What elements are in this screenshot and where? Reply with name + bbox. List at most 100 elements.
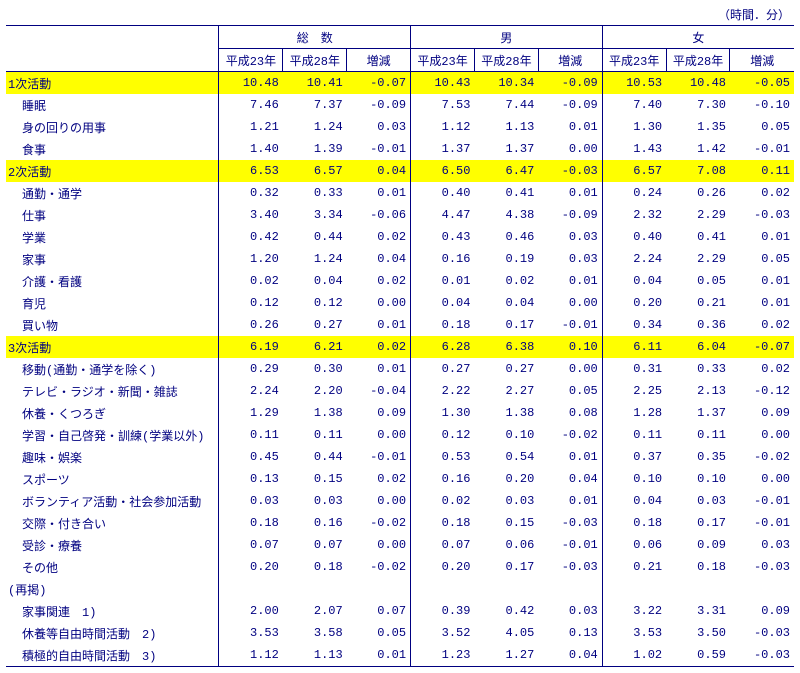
cell-value: 0.05 [538, 380, 602, 402]
cell-value: -0.09 [538, 94, 602, 116]
cell-value: -0.03 [538, 556, 602, 578]
table-row: 受診・療養0.070.070.000.070.06-0.010.060.090.… [6, 534, 794, 556]
cell-value: 0.01 [730, 292, 794, 314]
cell-value: -0.09 [538, 204, 602, 226]
cell-value: 0.00 [730, 424, 794, 446]
header-group-total: 総 数 [219, 26, 411, 49]
cell-value: 0.02 [347, 226, 411, 248]
table-row: 家事関連 1)2.002.070.070.390.420.033.223.310… [6, 600, 794, 622]
cell-value: 0.05 [730, 248, 794, 270]
table-row: (再掲) [6, 578, 794, 600]
cell-value: -0.12 [730, 380, 794, 402]
table-row: 休養・くつろぎ1.291.380.091.301.380.081.281.370… [6, 402, 794, 424]
cell-value: 1.28 [602, 402, 666, 424]
row-label: 休養・くつろぎ [6, 402, 219, 424]
row-label: 家事 [6, 248, 219, 270]
cell-value [538, 578, 602, 600]
cell-value: 0.31 [602, 358, 666, 380]
row-label: 受診・療養 [6, 534, 219, 556]
cell-value: 0.20 [411, 556, 475, 578]
cell-value: 1.37 [666, 402, 730, 424]
cell-value: 0.18 [411, 512, 475, 534]
cell-value: 2.29 [666, 204, 730, 226]
cell-value: 1.37 [474, 138, 538, 160]
cell-value: 0.02 [730, 314, 794, 336]
cell-value: 0.21 [666, 292, 730, 314]
cell-value [474, 578, 538, 600]
cell-value: 0.03 [538, 248, 602, 270]
cell-value: 0.03 [474, 490, 538, 512]
row-label: テレビ・ラジオ・新聞・雑誌 [6, 380, 219, 402]
cell-value: 4.38 [474, 204, 538, 226]
cell-value: 0.01 [538, 182, 602, 204]
cell-value: -0.07 [730, 336, 794, 358]
cell-value: 7.44 [474, 94, 538, 116]
cell-value: 0.59 [666, 644, 730, 667]
cell-value: 0.11 [283, 424, 347, 446]
cell-value: 0.00 [538, 138, 602, 160]
cell-value: 6.47 [474, 160, 538, 182]
table-row: 身の回りの用事1.211.240.031.121.130.011.301.350… [6, 116, 794, 138]
cell-value: 1.24 [283, 248, 347, 270]
cell-value: 0.02 [347, 270, 411, 292]
cell-value: -0.01 [538, 314, 602, 336]
cell-value: 0.07 [411, 534, 475, 556]
cell-value: 2.00 [219, 600, 283, 622]
cell-value: 0.04 [474, 292, 538, 314]
cell-value: 6.04 [666, 336, 730, 358]
cell-value: 1.37 [411, 138, 475, 160]
cell-value: 0.02 [347, 336, 411, 358]
cell-value: 0.01 [347, 182, 411, 204]
cell-value: 0.17 [474, 314, 538, 336]
row-label: 交際・付き合い [6, 512, 219, 534]
cell-value: 0.12 [283, 292, 347, 314]
cell-value: 0.16 [411, 468, 475, 490]
cell-value: 10.53 [602, 72, 666, 95]
cell-value: 1.13 [474, 116, 538, 138]
cell-value: 3.40 [219, 204, 283, 226]
cell-value: 0.09 [730, 600, 794, 622]
row-label: (再掲) [6, 578, 219, 600]
cell-value: 2.27 [474, 380, 538, 402]
header-sub: 平成28年 [474, 49, 538, 72]
cell-value: 0.33 [283, 182, 347, 204]
cell-value: 0.29 [219, 358, 283, 380]
cell-value: 0.18 [602, 512, 666, 534]
cell-value: 0.15 [283, 468, 347, 490]
cell-value: 0.36 [666, 314, 730, 336]
cell-value: 0.02 [730, 358, 794, 380]
cell-value: 6.53 [219, 160, 283, 182]
cell-value: 0.00 [347, 292, 411, 314]
row-label: その他 [6, 556, 219, 578]
cell-value: 0.04 [538, 468, 602, 490]
cell-value: 0.09 [666, 534, 730, 556]
cell-value: 4.47 [411, 204, 475, 226]
cell-value: 0.27 [474, 358, 538, 380]
cell-value: 2.29 [666, 248, 730, 270]
cell-value: 2.20 [283, 380, 347, 402]
cell-value: 1.40 [219, 138, 283, 160]
cell-value: 0.41 [474, 182, 538, 204]
cell-value: 0.34 [602, 314, 666, 336]
cell-value: 0.44 [283, 226, 347, 248]
activity-time-table: 総 数 男 女 平成23年 平成28年 増減 平成23年 平成28年 増減 平成… [6, 25, 794, 667]
cell-value: 0.26 [219, 314, 283, 336]
cell-value: 0.11 [219, 424, 283, 446]
cell-value: -0.01 [538, 534, 602, 556]
cell-value: -0.02 [538, 424, 602, 446]
row-label: 身の回りの用事 [6, 116, 219, 138]
cell-value: 1.35 [666, 116, 730, 138]
cell-value: 0.27 [283, 314, 347, 336]
header-sub: 増減 [347, 49, 411, 72]
cell-value: 2.24 [602, 248, 666, 270]
cell-value: 0.44 [283, 446, 347, 468]
cell-value: -0.01 [347, 446, 411, 468]
cell-value: 6.19 [219, 336, 283, 358]
cell-value: 1.24 [283, 116, 347, 138]
cell-value: 3.34 [283, 204, 347, 226]
cell-value: 0.32 [219, 182, 283, 204]
cell-value: 0.10 [538, 336, 602, 358]
row-label: 趣味・娯楽 [6, 446, 219, 468]
cell-value: 0.04 [283, 270, 347, 292]
cell-value: 0.04 [538, 644, 602, 667]
